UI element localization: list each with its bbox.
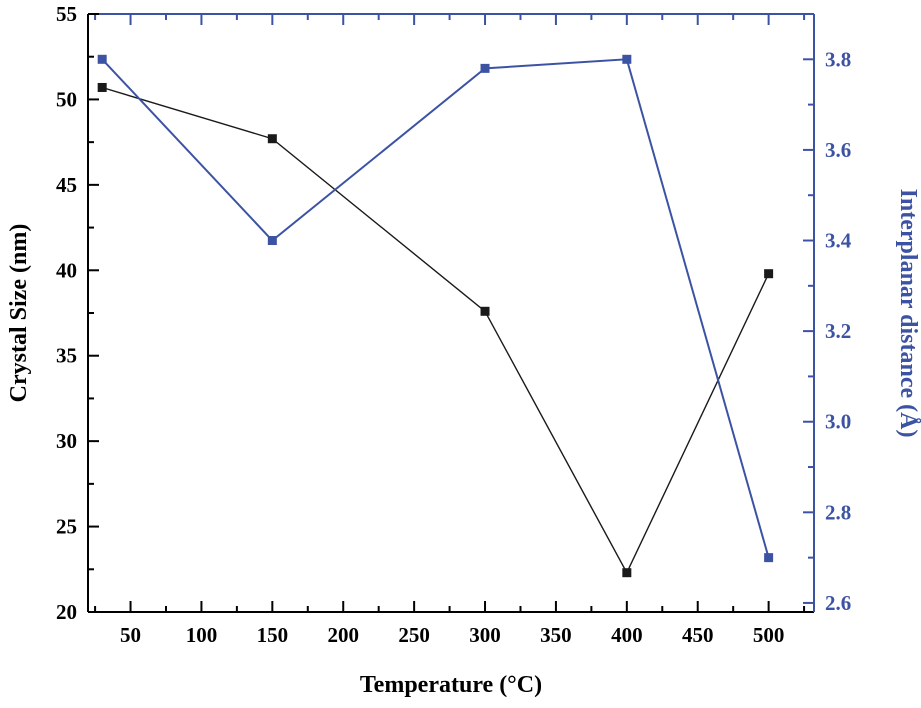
svg-text:55: 55 (56, 2, 77, 26)
svg-text:50: 50 (56, 87, 77, 111)
svg-text:450: 450 (682, 623, 714, 647)
svg-text:100: 100 (186, 623, 218, 647)
svg-text:2.8: 2.8 (825, 500, 851, 524)
series-lines (97, 54, 774, 578)
svg-text:25: 25 (56, 515, 77, 539)
svg-text:2.6: 2.6 (825, 591, 851, 615)
svg-text:3.2: 3.2 (825, 319, 851, 343)
svg-text:250: 250 (398, 623, 430, 647)
svg-text:350: 350 (540, 623, 572, 647)
svg-text:3.0: 3.0 (825, 410, 851, 434)
svg-text:400: 400 (611, 623, 643, 647)
plot-frame (87, 13, 815, 613)
tick-labels: 50 100 150 200 250 300 350 400 450 500 20 25 30 35 40 4… (56, 2, 852, 647)
y-axis-title-right: Interplanar distance (Å) (895, 189, 921, 438)
x-axis-title: Temperature (°C) (360, 672, 542, 698)
svg-text:30: 30 (56, 429, 77, 453)
svg-text:50: 50 (120, 623, 141, 647)
svg-text:300: 300 (469, 623, 501, 647)
svg-text:45: 45 (56, 173, 77, 197)
svg-text:3.6: 3.6 (825, 138, 851, 162)
axis-ticks (88, 13, 814, 613)
svg-text:3.8: 3.8 (825, 47, 851, 71)
y-axis-title-left: Crystal Size (nm) (6, 224, 32, 403)
svg-text:500: 500 (753, 623, 785, 647)
svg-text:20: 20 (56, 600, 77, 624)
svg-text:200: 200 (327, 623, 359, 647)
svg-text:40: 40 (56, 258, 77, 282)
svg-text:3.4: 3.4 (825, 229, 852, 253)
svg-text:150: 150 (257, 623, 289, 647)
svg-text:35: 35 (56, 344, 77, 368)
